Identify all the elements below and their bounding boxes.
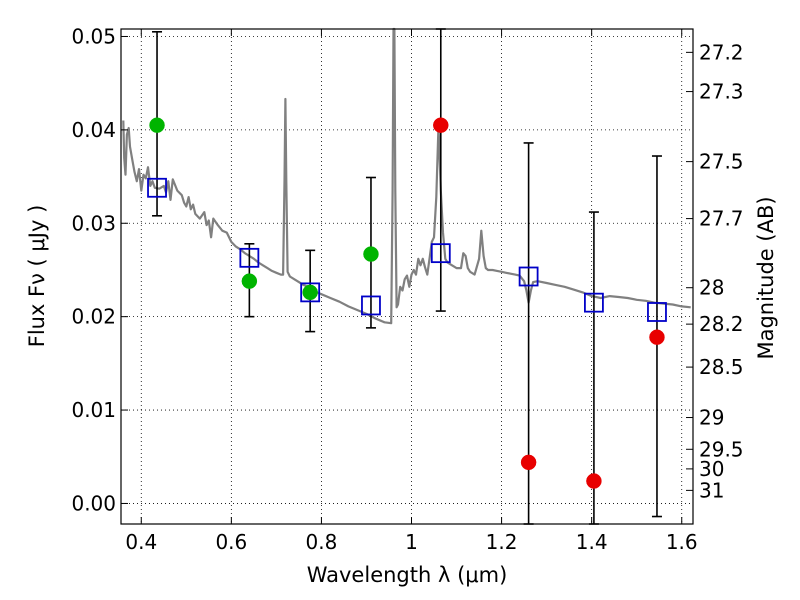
y-tick-label: 0.05 [71,24,116,48]
x-tick-label: 1.4 [576,530,608,554]
model-square-marker [647,302,667,322]
model-sed-line [122,27,691,325]
y-tick-label: 0.01 [71,398,116,422]
model-square-marker [518,266,539,287]
observed-flux-marker [149,117,165,133]
marker-layer [147,117,667,489]
observed-flux-marker [241,273,258,289]
observed-flux-marker [586,473,602,489]
model-square-marker [430,243,451,264]
y2-tick-label: 27.5 [699,150,744,174]
model-square-marker [300,282,321,303]
observed-flux-marker [302,284,318,301]
y-tick-label: 0.02 [71,305,116,329]
model-sed-layer [122,27,691,325]
y2-tick-label: 28 [699,276,724,300]
y-tick-label: 0.00 [71,491,116,515]
model-square-marker [361,295,381,316]
grid-lines [121,29,693,524]
x-tick-label: 1 [405,530,418,554]
model-square-marker [239,247,260,268]
y2-tick-label: 31 [699,478,724,502]
x-tick-label: 0.8 [306,530,338,554]
y2-tick-label: 27.7 [699,207,744,231]
y2-tick-label: 28.5 [699,355,744,379]
x-tick-label: 1.2 [486,530,518,554]
y-tick-label: 0.04 [71,118,116,142]
observed-flux-marker [520,454,537,471]
y2-tick-label: 30 [699,457,724,481]
x-tick-label: 0.6 [215,530,247,554]
observed-flux-marker [433,117,449,133]
x-tick-label: 1.6 [666,530,698,554]
y2-tick-label: 29.5 [699,437,744,461]
x-tick-label: 0.4 [125,530,157,554]
model-square-marker [584,292,604,313]
plot-frame [120,28,694,525]
model-square-marker [147,177,167,198]
y-tick-label: 0.03 [71,211,116,235]
x-axis-label: Wavelength λ (μm) [307,563,508,587]
observed-flux-marker [363,246,379,262]
y2-tick-label: 27.3 [699,80,744,104]
y2-tick-label: 29 [699,406,724,430]
y2-tick-label: 28.2 [699,312,744,336]
y-axis-label: Flux Fν ( μJy ) [25,205,49,348]
tick-layer: 0.4 0.6 0.8 1 1.2 1.4 1.6 0.00 0.01 0.02 0.03 0.04 0… [71,24,743,554]
observed-flux-marker [649,329,665,345]
y2-axis-label: Magnitude (AB) [754,196,778,359]
y2-tick-label: 27.2 [699,40,744,64]
